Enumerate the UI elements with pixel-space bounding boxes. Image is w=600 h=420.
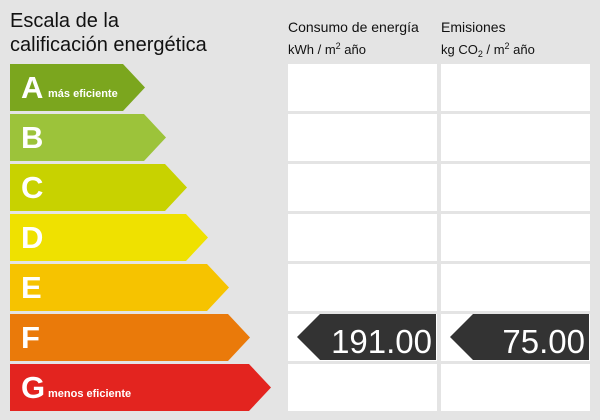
emissions-header-unit: kg CO2 / m2 año [441, 37, 535, 64]
emissions-cell-a [441, 64, 590, 111]
grade-arrow-shape [10, 364, 271, 411]
energy-unit-sup: 2 [335, 41, 341, 51]
emissions-cell-c [441, 164, 590, 211]
energy-header-unit: kWh / m2 año [288, 37, 419, 59]
grade-letter: A [21, 70, 44, 105]
grade-arrow-shape [10, 214, 208, 261]
energy-unit-pre: kWh / m [288, 42, 336, 57]
grade-letter: C [21, 170, 44, 205]
emissions-unit-sub: 2 [477, 49, 483, 59]
grade-arrow-shape [10, 64, 145, 111]
energy-unit-post: año [340, 42, 366, 57]
grade-arrow-shape [10, 314, 250, 361]
grade-arrow-shape [10, 264, 229, 311]
grade-letter: E [21, 270, 42, 305]
emissions-unit-mid: / m [482, 42, 505, 57]
emissions-rating-marker: 75.00 [450, 314, 589, 360]
scale-title: Escala de la calificación energética [10, 9, 207, 57]
energy-value: 191.00 [331, 323, 432, 360]
emissions-unit-sup: 2 [504, 41, 510, 51]
emissions-header-label: Emisiones [441, 19, 506, 35]
emissions-value: 75.00 [502, 323, 585, 360]
emissions-cell-e [441, 264, 590, 311]
grade-row-e: E [0, 264, 600, 311]
energy-header-label: Consumo de energía [288, 19, 419, 35]
grade-note: más eficiente [48, 88, 118, 100]
grade-row-c: C [0, 164, 600, 211]
emissions-cell-g [441, 364, 590, 411]
energy-cell-a [288, 64, 437, 111]
emissions-cell-b [441, 114, 590, 161]
grade-arrow-b: B [10, 114, 166, 161]
energy-cell-c [288, 164, 437, 211]
grade-arrow-f: F [10, 314, 250, 361]
grade-letter: F [21, 320, 40, 355]
energy-marker-arrow-icon [297, 314, 436, 360]
energy-rating-marker: 191.00 [297, 314, 436, 360]
energy-cell-b [288, 114, 437, 161]
energy-cell-d [288, 214, 437, 261]
energy-cell-e [288, 264, 437, 311]
scale-title-line1: Escala de la [10, 10, 119, 32]
scale-title-line2: calificación energética [10, 34, 207, 56]
emissions-unit-pre: kg CO [441, 42, 478, 57]
grade-arrow-c: C [10, 164, 187, 211]
grade-note: menos eficiente [48, 388, 132, 400]
emissions-cell-d [441, 214, 590, 261]
grade-arrow-shape [10, 114, 166, 161]
grade-row-d: D [0, 214, 600, 261]
grade-letter: B [21, 120, 44, 155]
grade-letter: G [21, 370, 46, 405]
emissions-marker-arrow-icon [450, 314, 589, 360]
grade-arrow-e: E [10, 264, 229, 311]
emissions-column-header: Emisiones kg CO2 / m2 año [441, 18, 535, 64]
energy-column-header: Consumo de energía kWh / m2 año [288, 18, 419, 59]
grade-arrow-shape [10, 164, 187, 211]
grade-letter: D [21, 220, 44, 255]
energy-cell-g [288, 364, 437, 411]
grade-arrow-d: D [10, 214, 208, 261]
grade-row-b: B [0, 114, 600, 161]
emissions-unit-post: año [509, 42, 535, 57]
